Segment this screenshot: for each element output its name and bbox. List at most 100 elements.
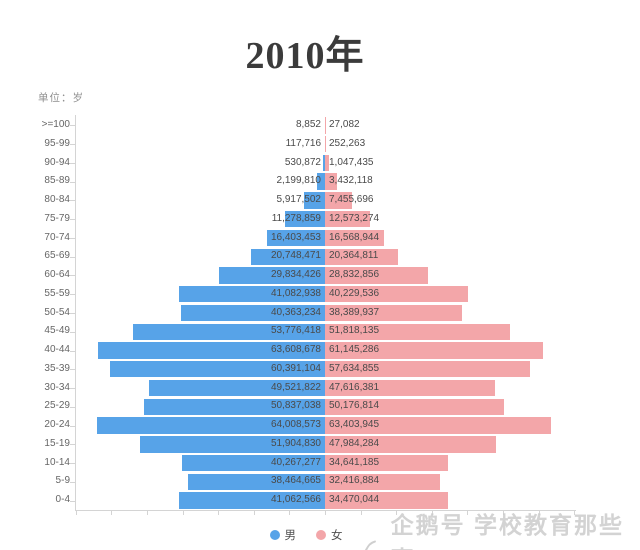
y-axis-tick: [70, 406, 75, 408]
female-bar: [325, 398, 504, 415]
female-value-label: 1,047,435: [329, 156, 374, 168]
x-axis-tick: [75, 511, 77, 515]
female-bar: [325, 211, 370, 228]
age-axis-label: 20-24: [44, 419, 70, 431]
age-axis-label: >=100: [41, 119, 70, 130]
female-value-label: 12,573,274: [329, 212, 380, 224]
y-axis-tick: [70, 444, 75, 446]
female-bar: [325, 267, 428, 284]
male-value-label: 117,716: [285, 137, 321, 149]
chart-legend: 男 女: [0, 526, 612, 544]
female-value-label: 47,984,284: [329, 437, 380, 449]
female-value-label: 63,403,945: [329, 419, 380, 431]
female-legend-dot-icon: [316, 530, 326, 540]
x-axis-tick: [503, 511, 505, 515]
y-axis-tick: [70, 481, 75, 483]
female-value-label: 34,641,185: [329, 456, 380, 468]
y-axis-tick: [70, 313, 75, 314]
female-bar: [325, 454, 449, 472]
y-axis-tick: [70, 500, 75, 502]
female-value-label: 28,832,856: [329, 269, 380, 281]
y-axis-tick: [70, 237, 75, 239]
male-value-label: 51,904,830: [270, 437, 321, 449]
legend-male-label: 男: [284, 530, 297, 542]
male-value-label: 29,834,426: [270, 269, 321, 281]
male-bar: [133, 323, 325, 340]
male-bar: [187, 473, 325, 491]
y-axis-tick: [70, 350, 75, 352]
x-axis-tick: [538, 511, 540, 515]
legend-item-female[interactable]: 女: [316, 527, 343, 543]
female-value-label: 27,082: [329, 119, 360, 130]
male-value-label: 11,278,859: [271, 212, 321, 224]
age-axis-label: 45-49: [44, 325, 70, 337]
male-value-label: 16,403,453: [270, 231, 321, 243]
female-bar: [325, 173, 338, 190]
female-value-label: 51,818,135: [329, 325, 380, 337]
female-bar: [325, 473, 441, 491]
age-axis-label: 95-99: [44, 137, 70, 149]
x-axis-line: [75, 510, 576, 511]
male-bar: [148, 379, 325, 397]
y-axis-tick: [70, 162, 75, 164]
x-axis-tick: [218, 511, 220, 515]
male-bar: [97, 417, 325, 434]
male-value-label: 41,062,566: [270, 494, 321, 506]
age-axis-label: 70-74: [44, 231, 70, 243]
legend-item-male[interactable]: 男: [269, 527, 297, 543]
male-value-label: 41,082,938: [270, 287, 321, 299]
y-axis-tick: [70, 331, 75, 333]
male-bar: [140, 436, 325, 453]
female-bar: [325, 286, 469, 303]
age-axis-label: 10-14: [44, 456, 70, 468]
age-axis-label: 90-94: [44, 156, 70, 168]
female-value-label: 50,176,814: [329, 400, 380, 412]
y-axis-tick: [70, 125, 75, 127]
male-value-label: 20,748,471: [270, 250, 321, 262]
male-bar: [178, 492, 325, 509]
age-axis-label: 25-29: [44, 400, 70, 412]
age-axis-label: 5-9: [55, 475, 70, 487]
age-axis-label: 60-64: [44, 269, 70, 281]
male-bar: [266, 229, 325, 247]
chart-title: 2010年: [245, 35, 365, 77]
male-bar: [218, 267, 325, 284]
male-bar: [143, 398, 325, 415]
female-value-label: 40,229,536: [329, 287, 380, 299]
male-value-label: 2,199,810: [276, 175, 322, 187]
male-value-label: 38,464,665: [270, 475, 321, 487]
age-axis-label: 55-59: [44, 287, 70, 299]
male-bar: [178, 286, 325, 303]
female-bar: [325, 304, 462, 322]
y-axis-tick: [70, 256, 75, 258]
age-axis-label: 50-54: [44, 306, 70, 318]
female-value-label: 16,568,944: [329, 231, 380, 243]
age-axis-label: 85-89: [44, 175, 70, 187]
male-value-label: 40,363,234: [270, 306, 321, 318]
x-axis-tick: [574, 511, 576, 515]
male-value-label: 50,837,038: [270, 400, 321, 412]
age-axis-label: 35-39: [44, 362, 70, 374]
female-bar: [325, 436, 496, 453]
x-axis-tick: [431, 511, 433, 515]
male-legend-dot-icon: [269, 530, 280, 540]
y-axis-tick: [70, 463, 75, 465]
female-bar: [325, 379, 495, 397]
male-bar: [181, 304, 325, 322]
age-axis-label: 0-4: [55, 494, 70, 506]
female-value-label: 47,616,381: [329, 381, 380, 393]
male-value-label: 8,852: [295, 119, 321, 130]
male-bar: [323, 154, 325, 172]
male-bar: [109, 361, 325, 378]
female-value-label: 32,416,884: [329, 475, 380, 487]
male-bar: [317, 173, 325, 190]
x-axis-tick: [111, 511, 113, 515]
age-axis-label: 30-34: [44, 381, 70, 393]
female-value-label: 252,263: [329, 137, 366, 149]
x-axis-tick: [253, 511, 255, 515]
female-bar: [325, 492, 448, 509]
y-axis-tick: [70, 144, 75, 146]
x-axis-tick: [182, 511, 184, 515]
x-axis-tick: [467, 511, 469, 515]
female-bar: [325, 192, 352, 209]
